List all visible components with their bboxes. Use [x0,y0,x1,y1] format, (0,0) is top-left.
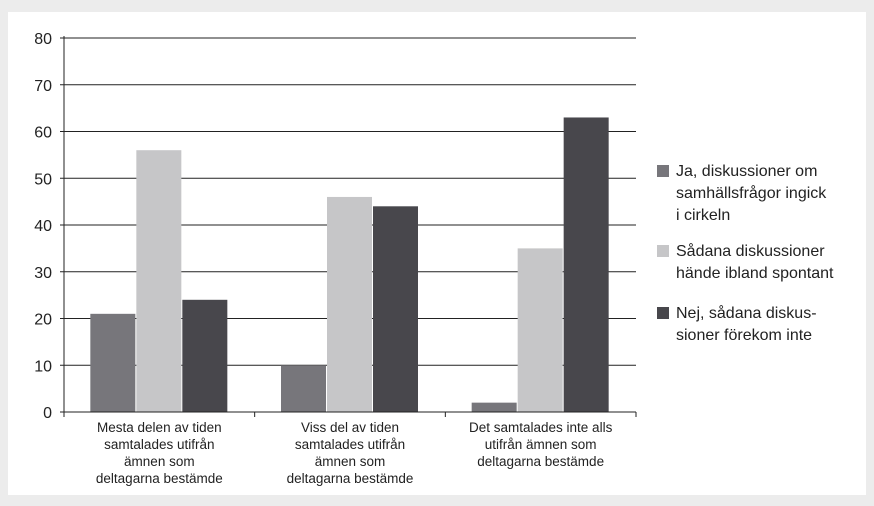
bar [563,117,609,412]
legend: Ja, diskussioner om samhällsfrågor ingick… [657,163,834,344]
legend-label: Nej, sådana diskus-sioner förekom inte [676,304,817,344]
bars [90,117,609,412]
y-tick-label: 50 [34,171,52,188]
legend-label: Sådana diskussioner hände ibland spontant [676,242,834,282]
legend-swatch [657,165,669,177]
y-tick-label: 60 [34,125,52,142]
x-category-label: Viss del av tiden samtalades utifrån ämnen… [287,420,414,486]
x-category-label: Mesta delen av tiden samtalades utifrån äm… [96,420,223,486]
bar [182,299,228,412]
y-tick-label: 0 [43,405,52,422]
axes [60,36,637,417]
y-tick-label: 40 [34,218,52,235]
bar [517,248,563,412]
bar [471,402,517,412]
x-category-labels: Mesta delen av tiden samtalades utifrån äm… [96,420,613,486]
y-tick-label: 20 [34,312,52,329]
x-category-label: Det samtalades inte alls utifrån ämnen so… [469,420,613,469]
y-tick-label: 10 [34,358,52,375]
bar [90,313,136,412]
y-tick-label: 30 [34,265,52,282]
legend-label: Ja, diskussioner om samhällsfrågor ingick… [676,163,827,224]
legend-swatch [657,245,669,257]
bar [327,196,372,412]
y-tick-label: 70 [34,78,52,95]
y-tick-label: 80 [34,31,52,48]
bar [373,206,418,412]
bar [136,150,182,412]
y-tick-labels: 0 10 20 30 40 50 60 70 80 [34,31,52,422]
bar [281,365,326,412]
legend-swatch [657,307,669,319]
